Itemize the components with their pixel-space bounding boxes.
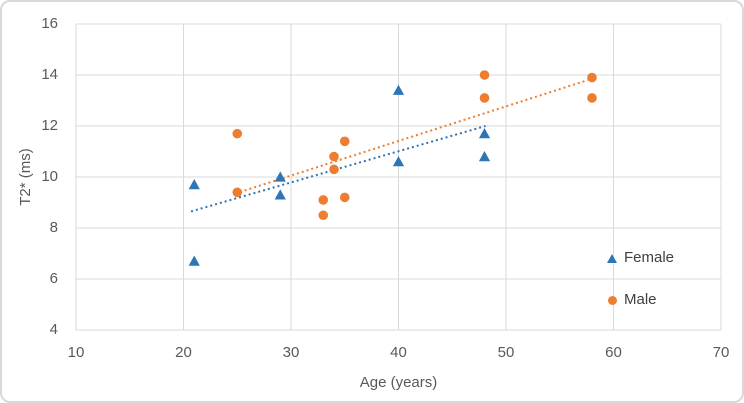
female-data-point bbox=[188, 255, 200, 266]
female-data-point bbox=[274, 189, 286, 200]
legend: Female Male bbox=[607, 248, 674, 310]
female-marker-icon bbox=[607, 253, 617, 263]
female-data-point bbox=[478, 151, 491, 162]
male-data-point bbox=[479, 93, 490, 103]
legend-label-male: Male bbox=[624, 291, 657, 308]
male-data-point bbox=[318, 195, 329, 205]
x-tick-label: 70 bbox=[712, 344, 730, 361]
x-tick-label: 10 bbox=[67, 344, 85, 361]
male-data-point bbox=[479, 70, 490, 80]
x-tick-label: 20 bbox=[175, 344, 192, 361]
male-trendline bbox=[234, 79, 589, 195]
male-data-point bbox=[232, 128, 243, 139]
y-tick-label: 8 bbox=[49, 219, 58, 236]
male-data-point bbox=[587, 72, 597, 83]
female-data-point bbox=[392, 156, 405, 167]
male-data-point bbox=[329, 164, 339, 175]
y-axis-title: T2* (ms) bbox=[17, 148, 34, 206]
legend-item-female: Female bbox=[607, 248, 674, 268]
female-trendline bbox=[190, 125, 486, 213]
x-tick-label: 60 bbox=[605, 344, 622, 361]
x-tick-label: 50 bbox=[497, 344, 515, 361]
male-data-point bbox=[329, 151, 339, 162]
y-tick-label: 6 bbox=[49, 270, 58, 287]
x-axis-title: Age (years) bbox=[359, 374, 438, 391]
male-data-point bbox=[587, 93, 597, 103]
male-data-point bbox=[339, 192, 350, 203]
male-data-point bbox=[339, 136, 350, 147]
x-tick-label: 40 bbox=[390, 344, 407, 361]
female-data-point bbox=[392, 84, 405, 95]
female-data-point bbox=[478, 128, 491, 139]
male-marker-icon bbox=[608, 295, 617, 305]
y-tick-label: 12 bbox=[41, 117, 58, 134]
legend-item-male: Male bbox=[607, 290, 674, 310]
y-tick-label: 16 bbox=[41, 15, 58, 32]
female-data-point bbox=[188, 179, 200, 190]
male-data-point bbox=[318, 210, 329, 221]
female-data-point bbox=[274, 171, 286, 182]
x-tick-label: 30 bbox=[282, 344, 300, 361]
legend-label-female: Female bbox=[624, 249, 675, 266]
y-tick-label: 10 bbox=[41, 168, 58, 185]
y-tick-label: 14 bbox=[41, 66, 58, 83]
y-tick-label: 4 bbox=[49, 321, 58, 338]
male-data-point bbox=[232, 187, 243, 198]
